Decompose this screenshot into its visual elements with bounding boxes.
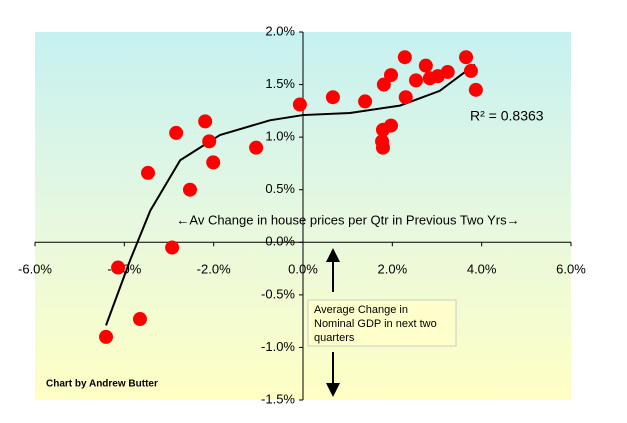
- label-box: [307, 299, 457, 347]
- point: [397, 50, 412, 65]
- point: [325, 90, 340, 105]
- point: [202, 134, 217, 149]
- y-tick-label: 0.5%: [265, 181, 295, 196]
- point: [383, 68, 398, 83]
- point: [206, 155, 221, 170]
- y-label-line: quarters: [314, 332, 355, 344]
- y-label-line: Average Change in: [314, 304, 408, 316]
- y-label-line: Nominal GDP in next two: [314, 318, 437, 330]
- y-tick-label: 1.5%: [265, 76, 295, 91]
- point: [409, 73, 424, 88]
- point: [440, 64, 455, 79]
- point: [398, 90, 413, 105]
- point: [292, 97, 307, 112]
- x-tick-label: 6.0%: [556, 262, 586, 277]
- point: [99, 329, 114, 344]
- y-tick-label: 2.0%: [265, 23, 295, 38]
- x-tick-label: 2.0%: [378, 262, 408, 277]
- plot-layer: -6.0%-4.0%-2.0%0.0%2.0%4.0%6.0%-1.5%-1.0…: [18, 23, 586, 406]
- y-tick-label: -0.5%: [261, 286, 295, 301]
- credit: Chart by Andrew Butter: [46, 379, 158, 390]
- x-label: ←Av Change in house prices per Qtr in Pr…: [176, 212, 519, 227]
- y-tick-label: 0.0%: [265, 234, 295, 249]
- point: [375, 140, 390, 155]
- y-tick-label: -1.0%: [261, 339, 295, 354]
- point: [358, 94, 373, 109]
- point: [182, 182, 197, 197]
- r-squared: R² = 0.8363: [470, 108, 544, 124]
- point: [375, 122, 390, 137]
- point: [141, 165, 156, 180]
- y-tick-label: 1.0%: [265, 129, 295, 144]
- point: [132, 312, 147, 327]
- trend-line: [105, 63, 476, 326]
- point: [468, 82, 483, 97]
- y-tick-label: -1.5%: [261, 391, 295, 406]
- point: [198, 114, 213, 129]
- x-tick-label: 4.0%: [467, 262, 497, 277]
- point: [169, 125, 184, 140]
- point: [249, 140, 264, 155]
- x-tick-label: -6.0%: [18, 262, 52, 277]
- x-tick-label: -2.0%: [197, 262, 231, 277]
- point: [418, 58, 433, 73]
- point: [165, 240, 180, 255]
- point: [459, 50, 474, 65]
- point: [463, 63, 478, 78]
- point: [111, 260, 126, 275]
- x-tick-label: 0.0%: [288, 262, 318, 277]
